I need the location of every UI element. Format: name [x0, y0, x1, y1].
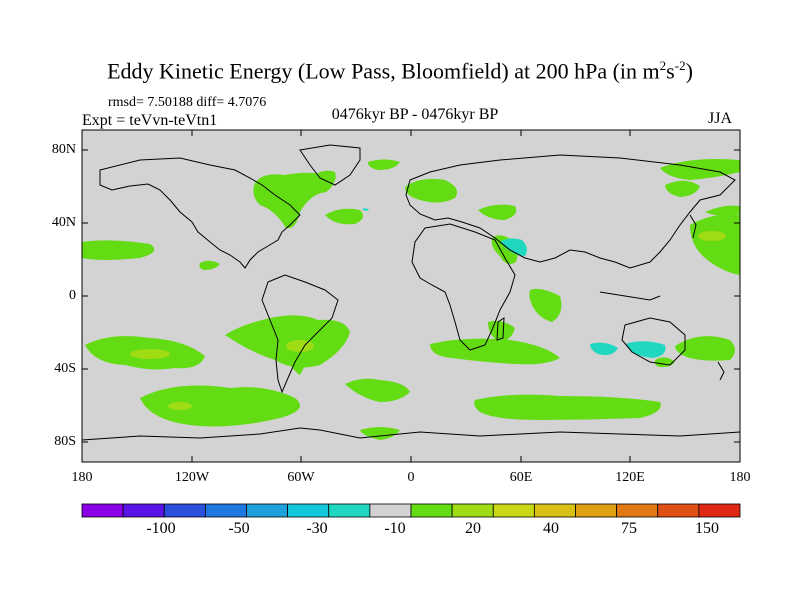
negative-anomaly-regions	[362, 208, 666, 358]
region-mid-atlantic	[325, 208, 364, 225]
colorbar-swatch	[616, 503, 659, 518]
region-north-russia	[368, 159, 400, 170]
region-north-atlantic-small	[362, 208, 369, 211]
region-north-pacific	[690, 214, 740, 275]
region-south-atlantic	[345, 378, 410, 402]
region-madagascar	[488, 320, 515, 342]
region-sp-west-core	[130, 349, 170, 359]
coast-new-zealand	[717, 361, 725, 381]
axis-ticks	[81, 130, 741, 462]
colorbar-swatch	[246, 503, 289, 518]
region-ne-pacific-core	[698, 231, 726, 241]
experiment-label: Expt = teVvn-teVtn1	[82, 112, 218, 129]
period-label: 0476kyr BP - 0476kyr BP	[331, 106, 499, 123]
coast-greenland	[299, 144, 361, 186]
lat-label-80s: 80S	[54, 434, 76, 449]
colorbar-label-150: 150	[695, 520, 719, 537]
lat-label-0: 0	[69, 288, 76, 303]
colorbar-label-neg50: -50	[228, 520, 250, 537]
colorbar-swatch	[533, 503, 576, 518]
season-label: JJA	[708, 110, 733, 127]
colorbar-swatch	[369, 503, 412, 518]
lat-label-40s: 40S	[54, 361, 76, 376]
colorbar-label-neg10: -10	[384, 520, 406, 537]
coast-south-america	[261, 274, 339, 394]
colorbar-swatch	[328, 503, 371, 518]
coast-australia	[621, 317, 686, 366]
region-small-pacific	[199, 260, 220, 270]
region-iran	[500, 238, 527, 256]
lat-label-80n: 80N	[51, 142, 76, 157]
lon-label-60w: 60W	[287, 470, 315, 485]
lon-label-0: 0	[407, 470, 415, 485]
colorbar-label-40: 40	[543, 520, 559, 537]
region-nw-pacific	[705, 205, 740, 217]
region-arabian-sea	[529, 288, 562, 322]
region-north-atlantic	[253, 172, 334, 229]
colorbar-swatch	[492, 503, 535, 518]
colorbar-swatch	[657, 503, 700, 518]
region-australia	[625, 341, 666, 358]
colorbar-label-neg100: -100	[146, 520, 176, 537]
region-south-indian	[430, 338, 560, 365]
region-central-asia	[478, 204, 517, 220]
colorbar-swatch	[204, 503, 247, 518]
colorbar	[81, 503, 741, 518]
colorbar-swatch	[122, 503, 165, 518]
colorbar-swatch	[81, 503, 124, 518]
lon-label-180e: 180	[729, 470, 751, 485]
region-south-ocean-east	[474, 394, 661, 420]
colorbar-label-neg30: -30	[306, 520, 328, 537]
lon-label-120w: 120W	[174, 470, 210, 485]
region-south-ocean-west	[140, 385, 300, 427]
coast-europe-asia	[405, 154, 736, 269]
lon-label-60e: 60E	[509, 470, 533, 485]
region-east-pacific-north	[82, 240, 155, 260]
region-sp-central-core	[286, 340, 314, 352]
lat-label-40n: 40N	[51, 215, 76, 230]
stats-text: rmsd= 7.50188 diff= 4.7076	[108, 95, 267, 110]
coast-japan	[689, 214, 697, 239]
coast-madagascar	[496, 317, 505, 341]
region-so-west-core	[168, 402, 192, 410]
region-siberia-north	[660, 159, 740, 180]
colorbar-swatch	[163, 503, 206, 518]
colorbar-swatch	[287, 503, 330, 518]
region-west-europe	[405, 178, 458, 203]
coast-indonesia	[599, 291, 661, 301]
region-tasman	[675, 336, 735, 361]
coast-africa	[411, 223, 516, 351]
colorbar-swatch	[451, 503, 494, 518]
lon-label-180w: 180	[71, 470, 93, 485]
region-siberia	[665, 180, 700, 197]
colorbar-swatch	[410, 503, 453, 518]
colorbar-label-75: 75	[621, 520, 637, 537]
coast-antarctica	[82, 427, 740, 441]
coast-north-america	[99, 157, 301, 269]
lon-label-120e: 120E	[615, 470, 645, 485]
colorbar-label-20: 20	[465, 520, 481, 537]
coastlines	[82, 144, 740, 441]
colorbar-swatch	[698, 503, 741, 518]
region-indian-ocean-east	[590, 342, 618, 356]
plot-title: Eddy Kinetic Energy (Low Pass, Bloomfiel…	[107, 58, 693, 84]
colorbar-swatch	[575, 503, 618, 518]
